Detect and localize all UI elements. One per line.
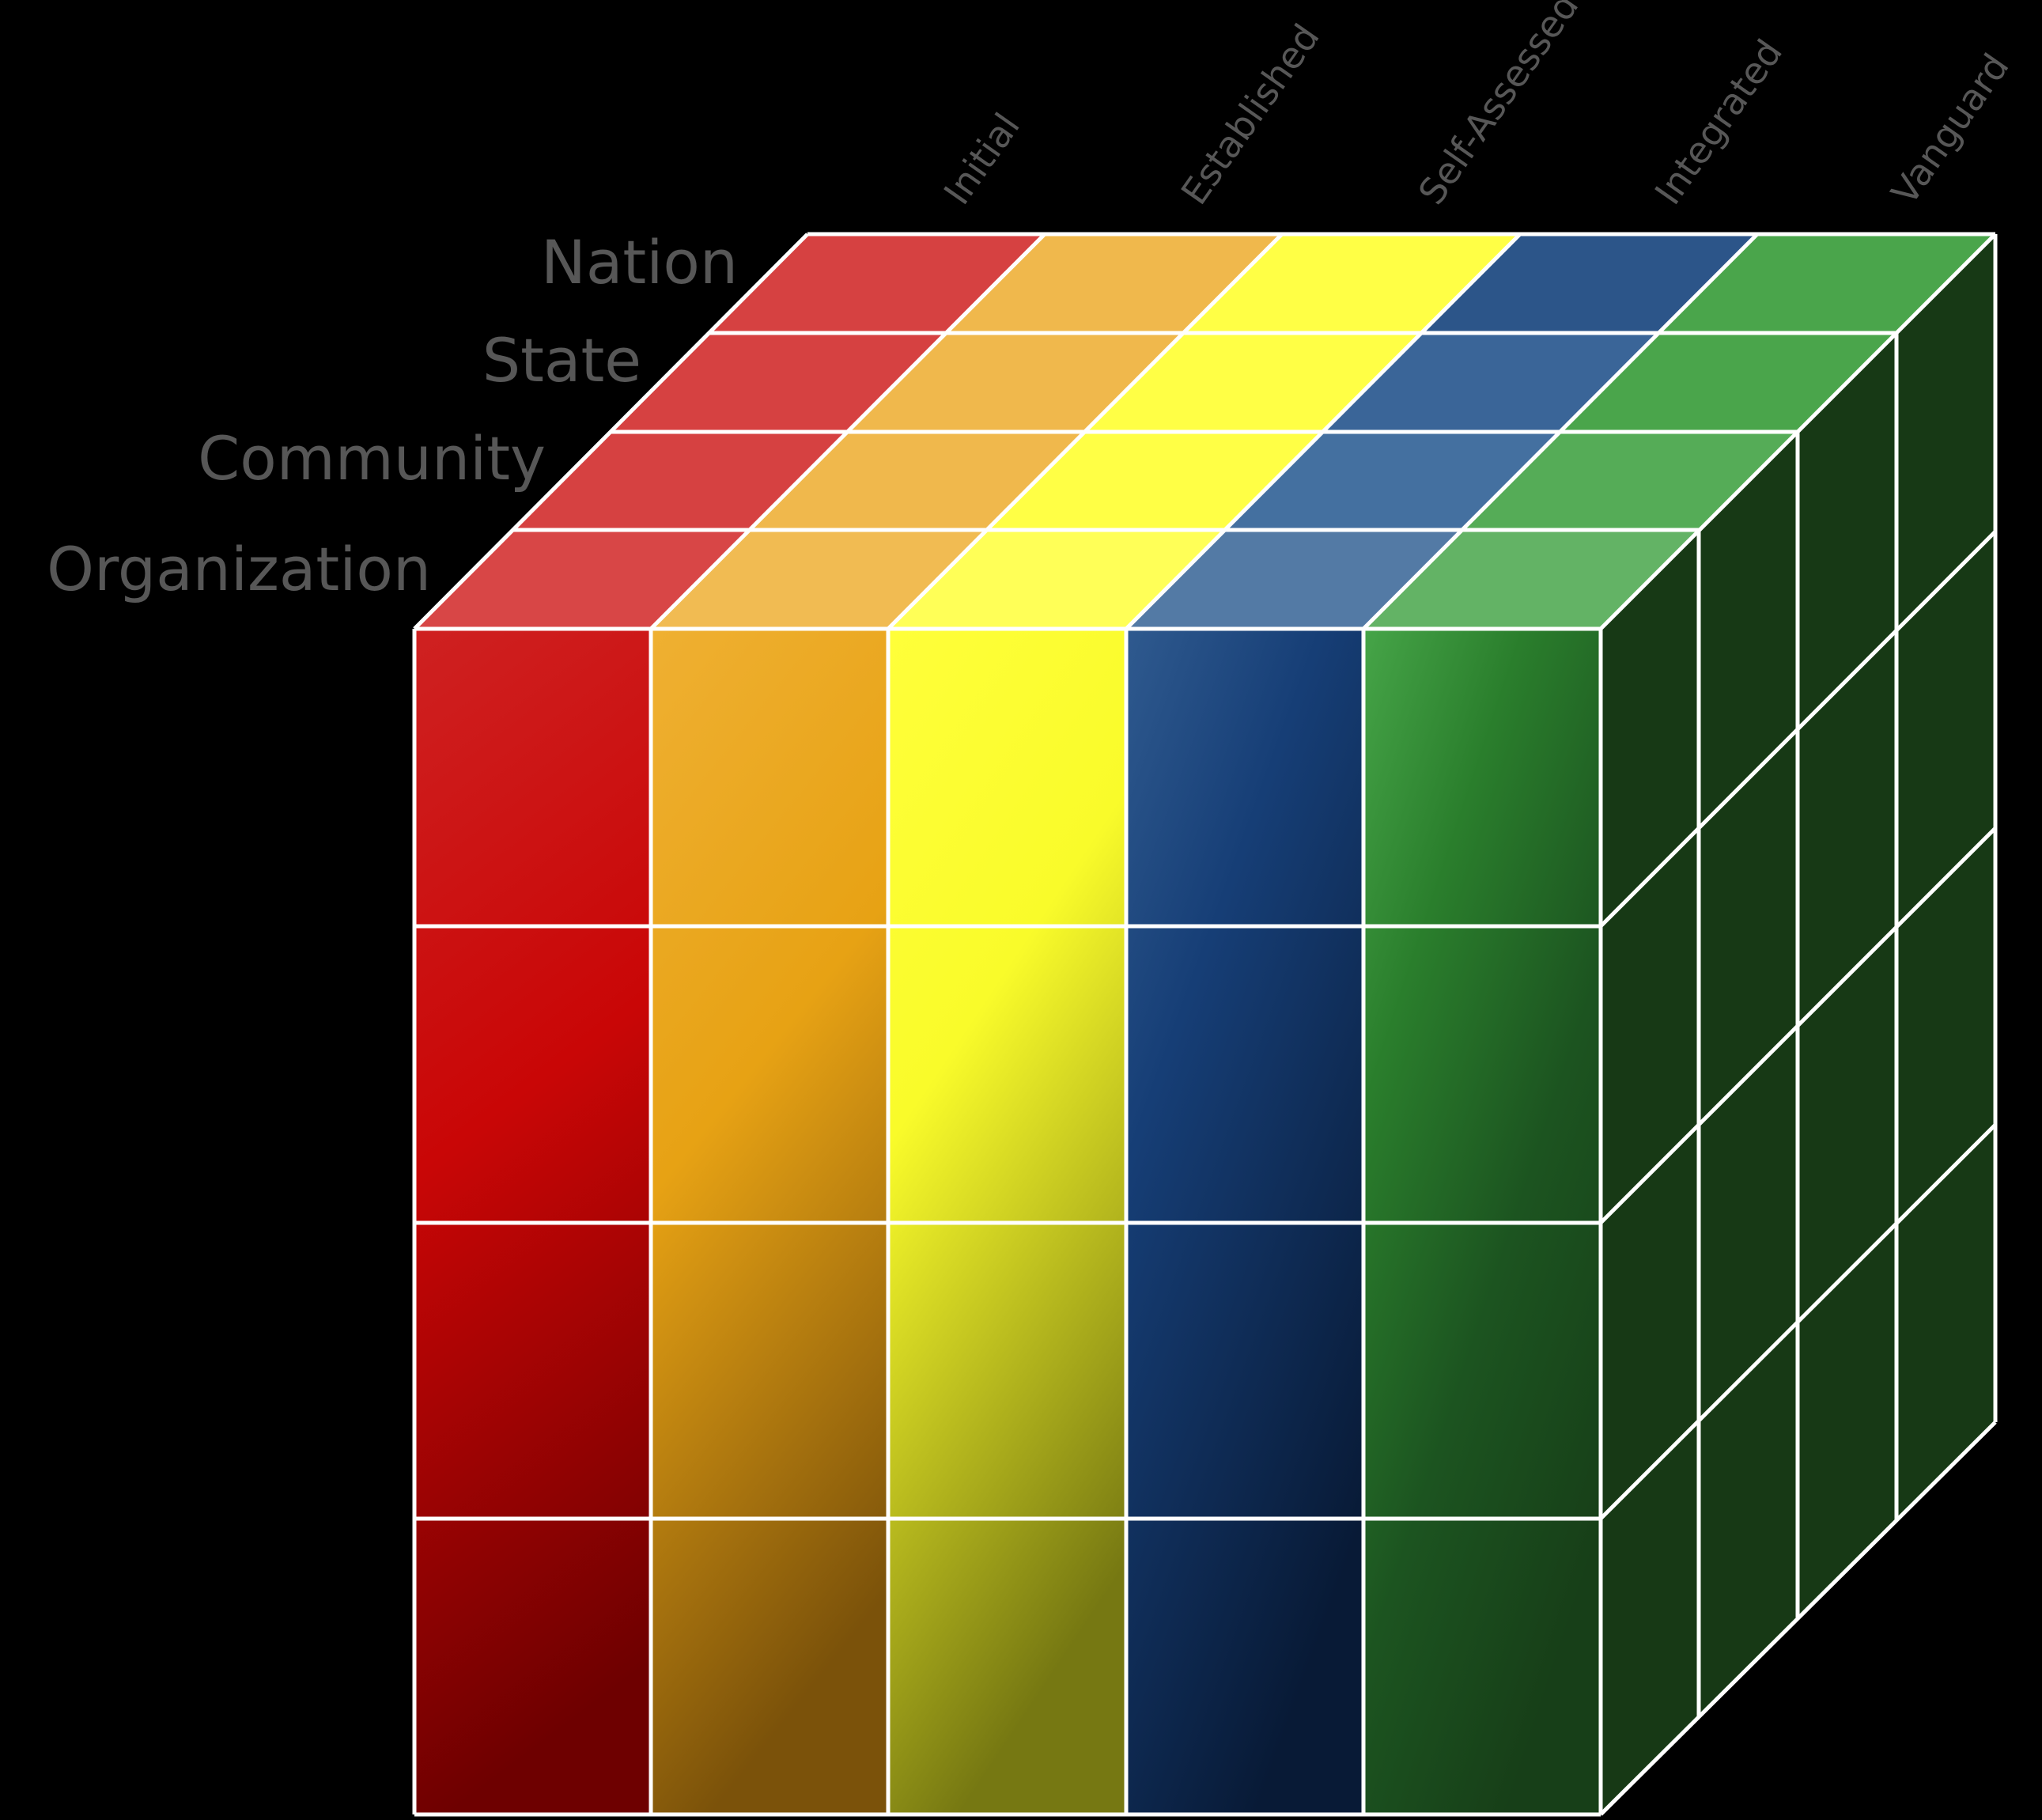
top-cell-highlight <box>414 530 749 629</box>
row-label-organization: Organization <box>47 534 431 604</box>
column-labels: Initial Established Self-Assessed Integr… <box>936 0 2017 212</box>
column-label-established: Established <box>1173 17 1328 213</box>
top-cell-shade <box>1462 432 1798 530</box>
top-cell-highlight <box>1363 530 1699 629</box>
top-cell-highlight <box>651 530 986 629</box>
row-labels: Nation State Community Organization <box>47 227 738 604</box>
top-cell-shade <box>1322 333 1658 432</box>
top-cell-highlight <box>888 530 1224 629</box>
top-cell-highlight <box>1126 530 1462 629</box>
row-label-state: State <box>482 325 641 395</box>
column-label-vanguard: Vanguard <box>1883 46 2017 212</box>
column-label-initial: Initial <box>936 105 1028 212</box>
top-cell-shade <box>1224 432 1560 530</box>
row-label-nation: Nation <box>541 227 738 297</box>
column-label-integrated: Integrated <box>1647 32 1791 212</box>
grid-lines <box>412 232 1998 1817</box>
row-label-community: Community <box>198 423 546 494</box>
column-label-self-assessed: Self-Assessed <box>1410 0 1587 212</box>
